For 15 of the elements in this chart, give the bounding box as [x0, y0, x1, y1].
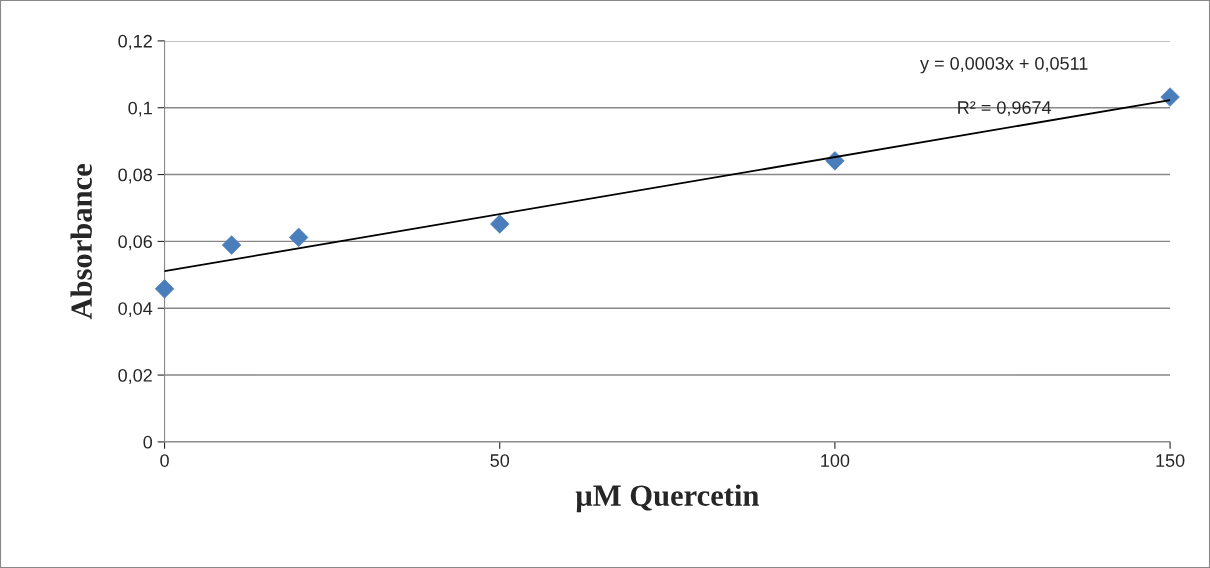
annotation: R² = 0,9674: [958, 101, 1052, 117]
y-tick-label: 0,12: [118, 34, 152, 50]
y-tick-label: 0: [143, 435, 153, 449]
y-tick-label: 0,1: [128, 101, 152, 117]
y-tick-label: 0,02: [118, 369, 152, 384]
x-tick-label: 0: [160, 454, 169, 467]
y-tick-label: 0,06: [118, 235, 152, 251]
y-tick-label: 0,04: [118, 302, 153, 318]
x-tick-label: 100: [821, 454, 850, 467]
x-tick-label: 50: [490, 454, 510, 467]
x-tick-label: 150: [1156, 454, 1185, 467]
y-tick-label: 0,08: [118, 168, 152, 184]
annotation: y = 0,0003x + 0,0511: [920, 57, 1088, 74]
y-axis-title: Absorbance: [70, 164, 92, 320]
x-axis-title: µM Quercetin: [575, 484, 759, 513]
